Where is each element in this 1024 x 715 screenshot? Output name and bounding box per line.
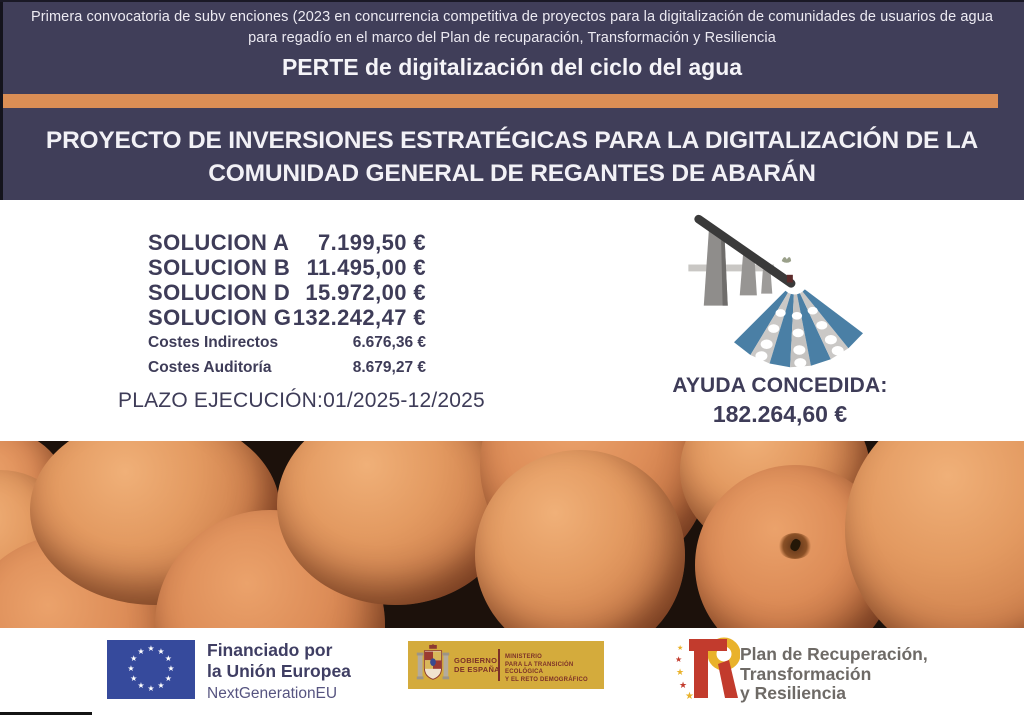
illustration-channel-fan xyxy=(734,289,863,368)
project-title-line1: PROYECTO DE INVERSIONES ESTRATÉGICAS PAR… xyxy=(45,127,979,154)
government-logo: GOBIERNO DE ESPAÑA MINISTERIO PARA LA TR… xyxy=(408,641,604,689)
budget-row-solucion-a: SOLUCION A 7.199,50 € xyxy=(148,230,426,255)
orange-fruit xyxy=(475,450,685,628)
eu-star-icon: ★ xyxy=(130,654,138,663)
footer: ★ ★ ★ ★ ★ ★ ★ ★ ★ ★ ★ ★ Financiado por la Unión Eur… xyxy=(0,628,1024,715)
main-section: SOLUCION A 7.199,50 € SOLUCION B 11.495,… xyxy=(0,200,1024,441)
budget-value: 8.679,27 € xyxy=(352,359,426,376)
header-subtitle-line2: para regadío en el marco del Plan de rec… xyxy=(248,30,776,46)
budget-value: 15.972,00 € xyxy=(305,280,426,305)
eu-funding-text: Financiado por la Unión Europea NextGene… xyxy=(207,640,351,703)
budget-value: 6.676,36 € xyxy=(352,334,426,351)
eu-star-icon: ★ xyxy=(127,664,135,673)
eu-flag: ★ ★ ★ ★ ★ ★ ★ ★ ★ ★ ★ ★ xyxy=(107,640,195,699)
scan-border-top xyxy=(0,0,1024,2)
irrigation-system-illustration xyxy=(688,214,863,368)
perte-title: PERTE de digitalización del ciclo del ag… xyxy=(281,54,743,80)
budget-row-solucion-g: SOLUCION G 132.242,47 € xyxy=(148,305,426,330)
project-title: PROYECTO DE INVERSIONES ESTRATÉGICAS PAR… xyxy=(0,124,1024,190)
budget-value: 11.495,00 € xyxy=(306,255,426,280)
project-title-line2: COMUNIDAD GENERAL DE REGANTES DE ABARÁN xyxy=(208,160,816,187)
government-line2: DE ESPAÑA xyxy=(454,665,500,674)
illustration-pump xyxy=(786,274,793,283)
aid-granted-block: AYUDA CONCEDIDA: 182.264,60 € xyxy=(640,374,920,428)
budget-value: 7.199,50 € xyxy=(318,230,426,255)
government-line1: GOBIERNO xyxy=(454,656,498,665)
budget-label: SOLUCION G xyxy=(148,305,292,330)
budget-label: SOLUCION B xyxy=(148,255,291,280)
scan-border-bottom xyxy=(0,712,92,715)
ministry-line2: PARA LA TRANSICIÓN ECOLÓGICA xyxy=(505,661,574,676)
illustration-pillar-mid xyxy=(739,252,757,296)
oranges-photo xyxy=(0,441,1024,628)
plan-line1: Plan de Recuperación, xyxy=(740,644,928,664)
tr-logo-icon: ★ ★ ★ ★ ★ xyxy=(676,637,740,702)
ministry-line1: MINISTERIO xyxy=(505,654,543,660)
nextgenerationeu-label: NextGenerationEU xyxy=(207,685,338,702)
eu-funding-line2: la Unión Europea xyxy=(207,661,351,681)
illustration-beam xyxy=(688,264,775,272)
eu-funding-line1: Financiado por xyxy=(207,640,333,660)
svg-text:★: ★ xyxy=(677,644,683,652)
scan-border-left xyxy=(0,0,3,210)
header-band: Primera convocatoria de subv enciones (2… xyxy=(0,0,1024,200)
budget-row-costes-auditoria: Costes Auditoría 8.679,27 € xyxy=(148,355,426,380)
illustration-sprinkler-holes xyxy=(755,306,844,368)
budget-label: SOLUCION D xyxy=(148,280,291,305)
eu-star-icon: ★ xyxy=(167,664,175,673)
recovery-plan-text: Plan de Recuperación, Transformación y R… xyxy=(740,644,928,704)
orange-fruit xyxy=(277,441,513,605)
eu-star-icon: ★ xyxy=(147,644,155,653)
illustration-plant xyxy=(781,257,792,263)
svg-text:★: ★ xyxy=(685,691,694,702)
budget-label: Costes Indirectos xyxy=(148,334,279,351)
spain-coat-of-arms-icon xyxy=(416,644,450,680)
eu-star-icon: ★ xyxy=(164,654,172,663)
government-logo-divider xyxy=(498,649,500,681)
plan-line3: y Resiliencia xyxy=(740,683,847,703)
budget-value: 132.242,47 € xyxy=(292,305,426,330)
ministry-line3: Y EL RETO DEMOGRÁFICO xyxy=(505,676,588,683)
budget-row-solucion-d: SOLUCION D 15.972,00 € xyxy=(148,280,426,305)
orange-divider xyxy=(0,94,998,108)
eu-star-icon: ★ xyxy=(137,681,145,691)
budget-label: Costes Auditoría xyxy=(148,359,272,376)
budget-table: SOLUCION A 7.199,50 € SOLUCION B 11.495,… xyxy=(148,230,426,380)
eu-star-icon: ★ xyxy=(130,674,138,683)
eu-star-icon: ★ xyxy=(157,681,165,691)
svg-text:★: ★ xyxy=(676,667,684,677)
eu-star-icon: ★ xyxy=(147,684,155,693)
illustration-pillar-shade xyxy=(720,231,728,306)
eu-star-icon: ★ xyxy=(137,646,145,656)
orange-fruit xyxy=(845,441,1024,628)
illustration-pillar-small xyxy=(761,269,773,294)
illustration-pipe xyxy=(694,214,796,288)
budget-row-solucion-b: SOLUCION B 11.495,00 € xyxy=(148,255,426,280)
aid-granted-label: AYUDA CONCEDIDA: xyxy=(672,374,888,397)
budget-row-costes-indirectos: Costes Indirectos 6.676,36 € xyxy=(148,330,426,355)
eu-star-icon: ★ xyxy=(157,646,165,656)
svg-text:★: ★ xyxy=(679,680,687,690)
execution-period: PLAZO EJECUCIÓN:01/2025-12/2025 xyxy=(118,389,485,412)
plan-line2: Transformación xyxy=(740,663,872,684)
ministry-name: MINISTERIO PARA LA TRANSICIÓN ECOLÓGICA … xyxy=(505,654,604,684)
svg-text:★: ★ xyxy=(676,655,682,664)
aid-granted-amount: 182.264,60 € xyxy=(712,401,848,427)
budget-label: SOLUCION A xyxy=(148,230,290,255)
government-name: GOBIERNO DE ESPAÑA xyxy=(454,656,500,674)
header-subtitle-line1: Primera convocatoria de subv enciones (2… xyxy=(30,9,994,25)
eu-star-icon: ★ xyxy=(164,674,172,683)
